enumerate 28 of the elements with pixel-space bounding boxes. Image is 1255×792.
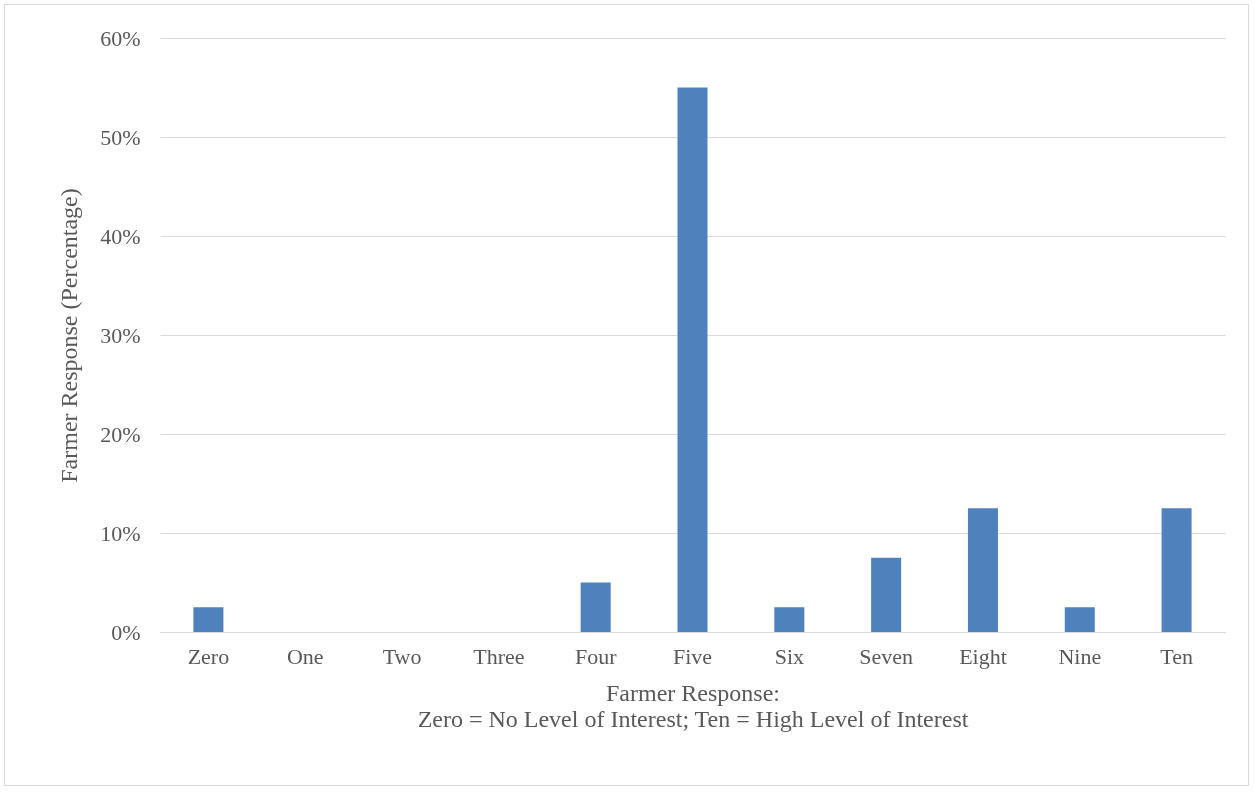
x-tick-label: Nine: [1058, 643, 1102, 669]
bar: [967, 508, 998, 632]
y-tick-label: 40%: [100, 223, 141, 249]
x-tick-label: Six: [774, 643, 804, 669]
y-tick-label: 0%: [111, 619, 141, 645]
y-tick-label: 10%: [100, 520, 141, 546]
x-tick-label: Zero: [187, 643, 230, 669]
bar: [774, 607, 805, 632]
bar: [193, 607, 224, 632]
x-tick-label: Five: [672, 643, 713, 669]
y-tick-label: 30%: [100, 322, 141, 348]
x-tick-label: Two: [382, 643, 422, 669]
y-tick-label: 60%: [100, 25, 141, 51]
x-tick-label: One: [286, 643, 324, 669]
y-tick-label: 20%: [100, 421, 141, 447]
bar: [871, 557, 902, 632]
x-tick-label: Eight: [959, 643, 1007, 669]
x-tick-label: Three: [473, 643, 525, 669]
x-tick-label: Ten: [1160, 643, 1193, 669]
bar: [677, 87, 708, 632]
y-tick-label: 50%: [100, 124, 141, 150]
y-axis-title: Farmer Response (Percentage): [56, 188, 83, 483]
x-axis-title: Farmer Response: Zero = No Level of Interest; Ten = High Level of Interest: [417, 679, 969, 732]
bar: [1161, 508, 1192, 632]
x-tick-label: Seven: [859, 643, 914, 669]
x-tick-label: Four: [574, 643, 618, 669]
bar: [1064, 607, 1095, 632]
bar: [580, 582, 611, 632]
